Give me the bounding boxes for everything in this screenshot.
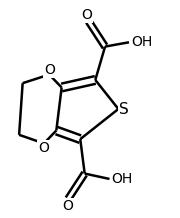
Text: O: O — [44, 63, 55, 77]
Text: O: O — [81, 8, 92, 22]
Text: O: O — [39, 141, 49, 155]
Text: S: S — [119, 102, 129, 116]
Text: OH: OH — [131, 35, 152, 49]
Text: O: O — [62, 199, 73, 213]
Text: OH: OH — [111, 172, 132, 186]
